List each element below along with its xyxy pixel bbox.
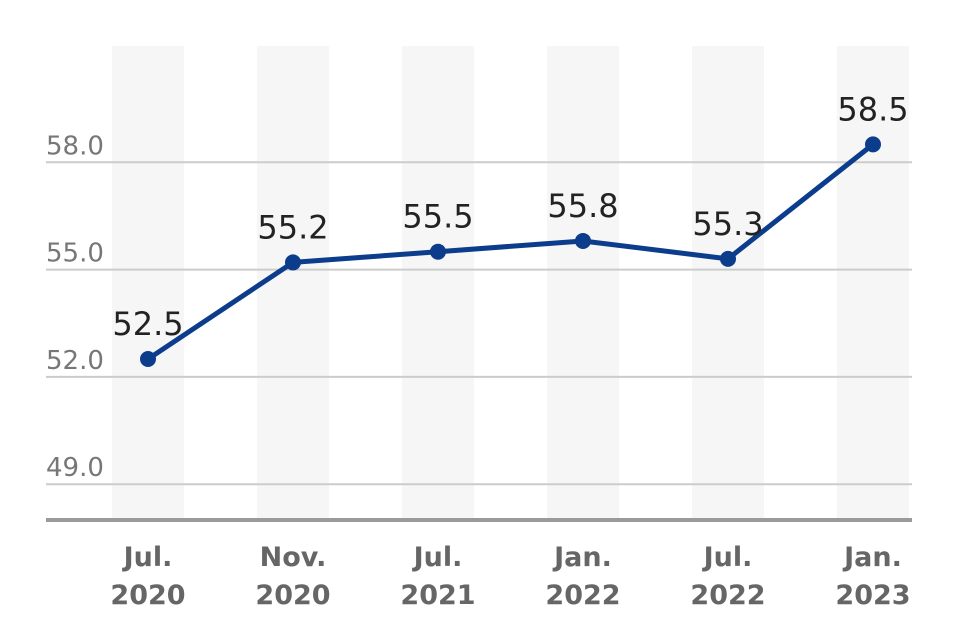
gridlines bbox=[46, 161, 912, 486]
data-point bbox=[430, 243, 446, 260]
column-band bbox=[547, 46, 619, 520]
data-point bbox=[865, 136, 881, 153]
x-axis-ticks: Jul. 2020 Nov. 2020 Jul. 2021 Jan. 2022 Jul. 2022… bbox=[110, 542, 910, 611]
x-tick-label: 2022 bbox=[545, 580, 620, 611]
column-band bbox=[257, 46, 329, 520]
data-label: 58.5 bbox=[837, 90, 908, 128]
column-band bbox=[112, 46, 184, 520]
data-label: 52.5 bbox=[112, 305, 183, 343]
y-tick-label: 49.0 bbox=[46, 453, 104, 483]
data-label: 55.3 bbox=[692, 205, 763, 243]
y-tick-label: 52.0 bbox=[46, 346, 104, 376]
data-label: 55.5 bbox=[402, 198, 473, 236]
data-labels: 52.5 55.2 55.5 55.8 55.3 58.5 bbox=[112, 90, 908, 343]
y-tick-label: 55.0 bbox=[46, 239, 104, 269]
data-point bbox=[140, 351, 156, 368]
x-tick-label: 2020 bbox=[110, 580, 185, 611]
data-point bbox=[720, 250, 736, 267]
x-tick-label: Jan. bbox=[552, 542, 612, 573]
x-tick-label: 2023 bbox=[835, 580, 910, 611]
column-bands bbox=[112, 46, 909, 520]
y-tick-label: 58.0 bbox=[46, 131, 104, 161]
x-tick-label: 2021 bbox=[400, 580, 475, 611]
data-point bbox=[285, 254, 301, 271]
data-label: 55.2 bbox=[257, 208, 328, 246]
x-tick-label: 2020 bbox=[255, 580, 330, 611]
data-point bbox=[575, 232, 591, 249]
x-tick-label: Jul. bbox=[412, 542, 463, 573]
x-tick-label: Jul. bbox=[122, 542, 173, 573]
column-band bbox=[402, 46, 474, 520]
x-tick-label: Jan. bbox=[842, 542, 902, 573]
y-axis-ticks: 49.0 52.0 55.0 58.0 bbox=[46, 131, 104, 483]
x-tick-label: Nov. bbox=[260, 542, 327, 573]
column-band bbox=[837, 46, 909, 520]
series-line bbox=[145, 141, 876, 362]
x-tick-label: Jul. bbox=[702, 542, 753, 573]
series-line-group bbox=[145, 141, 876, 362]
series-points bbox=[140, 136, 881, 368]
column-band bbox=[692, 46, 764, 520]
data-label: 55.8 bbox=[547, 187, 618, 225]
x-tick-label: 2022 bbox=[690, 580, 765, 611]
